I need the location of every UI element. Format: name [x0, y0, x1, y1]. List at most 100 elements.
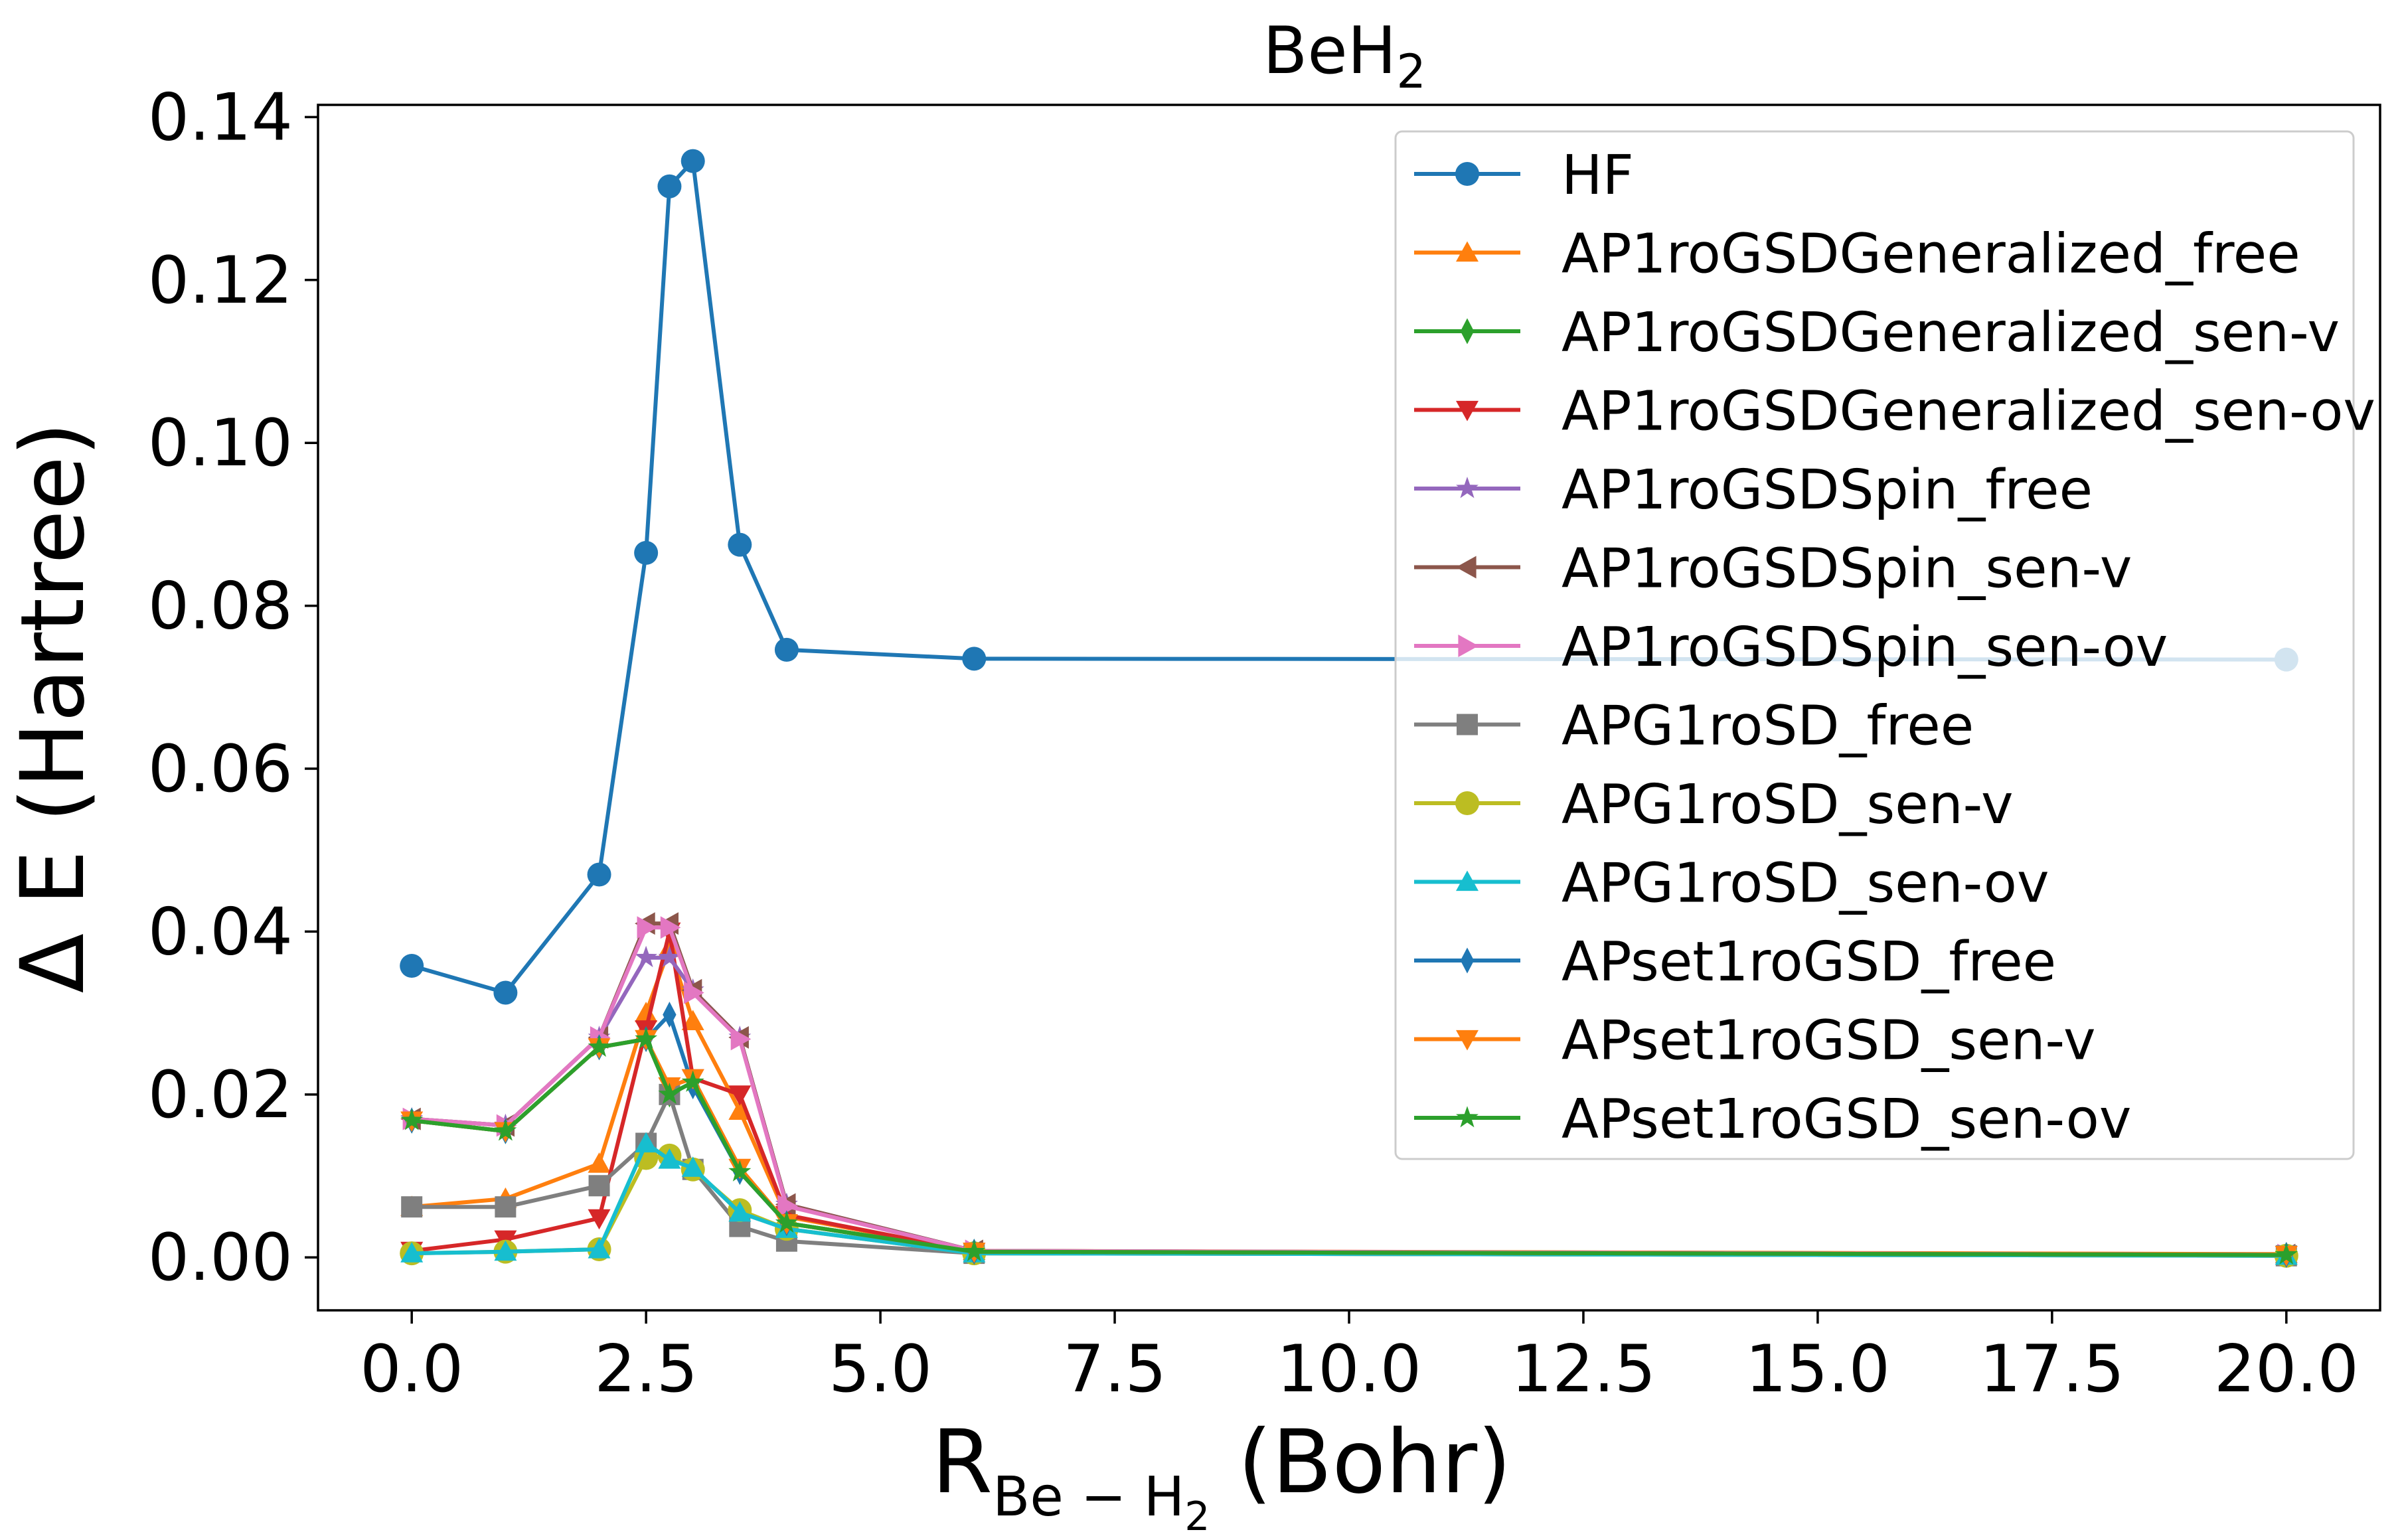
legend-label: APG1roSD_free [1561, 695, 1974, 758]
legend-marker [1460, 318, 1475, 345]
data-point [588, 1238, 611, 1259]
svg-text:BeH2: BeH2 [1263, 13, 1426, 99]
legend-item: APG1roSD_sen-ov [1414, 852, 2049, 915]
legend-marker [1455, 791, 1479, 815]
y-tick-label: 0.14 [148, 80, 293, 155]
legend-label: HF [1561, 144, 1634, 207]
legend-label: APG1roSD_sen-v [1561, 773, 2014, 836]
legend-item: APset1roGSD_sen-v [1414, 1010, 2095, 1073]
x-label-unit: (Bohr) [1210, 1411, 1511, 1513]
data-point [494, 1119, 517, 1141]
series-line [412, 1141, 2286, 1258]
legend-marker [1456, 477, 1479, 499]
legend-marker [1456, 870, 1479, 891]
title-main: BeH [1263, 13, 1396, 89]
data-point [635, 945, 658, 968]
data-point [635, 1002, 658, 1022]
data-point [494, 1240, 517, 1261]
y-tick-label: 0.00 [148, 1220, 293, 1296]
legend-marker [1456, 241, 1479, 262]
data-point [400, 953, 424, 978]
data-point [775, 1211, 798, 1233]
series-HF [400, 149, 2298, 1005]
data-point [588, 1035, 611, 1057]
data-point [728, 1201, 752, 1222]
legend-label: APset1roGSD_free [1561, 931, 2056, 994]
series-line [411, 159, 2286, 995]
legend-item: APG1roSD_sen-v [1414, 773, 2014, 836]
data-point [658, 1148, 681, 1169]
data-point [658, 1083, 681, 1105]
legend-marker [1458, 635, 1479, 657]
legend-label: APset1roGSD_sen-v [1561, 1010, 2095, 1073]
legend-marker [1456, 400, 1479, 422]
data-point [657, 174, 682, 198]
data-point [728, 1085, 752, 1106]
data-point [730, 1028, 752, 1051]
legend-frame [1394, 130, 2355, 1160]
legend-item: APset1roGSD_sen-ov [1414, 1088, 2131, 1151]
legend: HF AP1roGSDGeneralized_free AP1roGSDGenera… [1394, 130, 2375, 1160]
data-point [728, 1160, 752, 1182]
data-point [588, 1175, 610, 1197]
data-point [400, 1109, 424, 1130]
series-APG1roSD_sen-ov [400, 1132, 2298, 1265]
data-point [962, 647, 987, 671]
title-subscript: 2 [1396, 44, 1426, 99]
legend-item: AP1roGSDSpin_free [1414, 459, 2093, 522]
x-tick-label: 12.5 [1511, 1332, 1656, 1407]
data-point [588, 1152, 611, 1173]
data-point [493, 980, 518, 1005]
legend-marker [1456, 556, 1477, 579]
data-point [495, 1196, 517, 1218]
chart-title: BeH2 [1263, 13, 1426, 99]
data-point [681, 149, 705, 173]
data-point [663, 1002, 677, 1028]
y-tick-label: 0.08 [148, 569, 293, 645]
data-point [658, 945, 681, 968]
legend-label: AP1roGSDSpin_free [1561, 459, 2093, 522]
x-tick-label: 20.0 [2214, 1332, 2359, 1407]
series-line [411, 925, 2286, 1257]
legend-label: AP1roGSDSpin_sen-ov [1561, 616, 2168, 679]
data-point [777, 1194, 798, 1217]
data-point [400, 1242, 424, 1263]
svg-text:RBe − H2 (Bohr): RBe − H2 (Bohr) [931, 1411, 1511, 1540]
data-point [660, 916, 681, 939]
data-point [681, 1070, 704, 1092]
data-point [728, 532, 752, 557]
y-axis-ticks: 0.00 0.02 0.04 0.06 0.08 0.10 0.12 0.14 [148, 80, 318, 1296]
legend-label: APset1roGSD_sen-ov [1561, 1088, 2131, 1151]
legend-marker [1456, 1030, 1479, 1051]
data-point [588, 1209, 611, 1230]
data-point [774, 637, 799, 662]
x-tick-label: 10.0 [1277, 1332, 1421, 1407]
y-tick-label: 0.12 [148, 243, 293, 319]
series-layer [400, 149, 2298, 1269]
x-label-subsubscript: 2 [1184, 1494, 1210, 1540]
data-point [637, 916, 658, 939]
legend-item: APset1roGSD_free [1414, 931, 2056, 994]
legend-label: APG1roSD_sen-ov [1561, 852, 2049, 915]
x-tick-label: 2.5 [594, 1332, 698, 1407]
legend-label: AP1roGSDGeneralized_sen-v [1561, 301, 2340, 364]
x-label-main: R [931, 1411, 993, 1513]
data-point [2275, 1243, 2298, 1265]
series-APset1roGSD_sen-ov [400, 1027, 2298, 1265]
legend-label: AP1roGSDGeneralized_free [1561, 223, 2300, 286]
x-tick-label: 5.0 [829, 1332, 932, 1407]
data-point [635, 1027, 658, 1049]
x-tick-label: 7.5 [1063, 1332, 1166, 1407]
x-axis-ticks: 0.0 2.5 5.0 7.5 10.0 12.5 15.0 17.5 20.0 [360, 1310, 2359, 1407]
data-point [681, 1010, 704, 1030]
y-tick-label: 0.06 [148, 732, 293, 807]
data-point [681, 1156, 704, 1177]
data-point [635, 1132, 658, 1153]
x-axis-label: RBe − H2 (Bohr) [931, 1411, 1511, 1540]
x-tick-label: 0.0 [360, 1332, 463, 1407]
legend-item: AP1roGSDGeneralized_sen-ov [1414, 380, 2375, 443]
x-tick-label: 15.0 [1745, 1332, 1890, 1407]
series-line [411, 929, 2286, 1257]
legend-item: AP1roGSDGeneralized_free [1414, 223, 2300, 286]
